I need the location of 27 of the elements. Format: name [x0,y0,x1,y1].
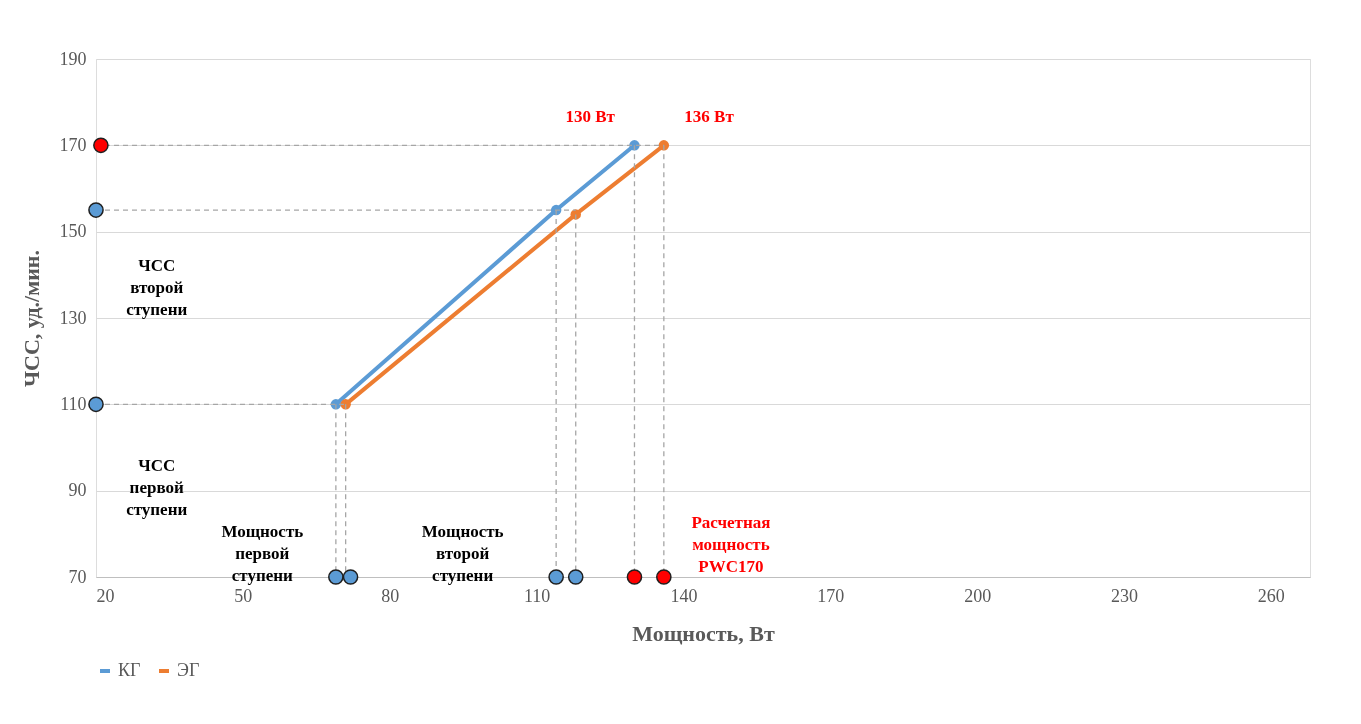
x-tick-label: 230 [1110,585,1138,606]
annotation: 130 Вт [565,107,616,127]
annotation: Мощность второй ступени [421,521,504,585]
x-axis-title: Мощность, Вт [632,620,775,646]
x-tick-label: 140 [670,585,698,606]
x-tick-label: 80 [381,585,400,606]
y-axis-title: ЧСС, уд./мин. [18,249,44,388]
x-tick-label: 170 [817,585,845,606]
x-tick-label: 200 [964,585,992,606]
annotation: Расчетная мощность PWC170 [691,512,771,576]
y-tick-label: 70 [68,566,87,587]
annotation: ЧСС первой ступени [126,455,188,519]
annotation: ЧСС второй ступени [126,256,188,320]
x-tick-label: 50 [234,585,253,606]
annotation: 136 Вт [684,107,735,127]
y-tick-label: 110 [60,393,87,414]
x-tick-label: 20 [96,585,115,606]
y-tick-label: 90 [68,480,87,501]
legend-label: ЭГ [177,660,200,680]
y-tick-label: 170 [59,134,87,155]
y-tick-label: 150 [59,221,87,242]
y-tick-label: 190 [59,48,87,69]
legend-label: КГ [118,660,141,680]
x-tick-label: 260 [1257,585,1285,606]
y-tick-label: 130 [59,307,87,328]
annotation: Мощность первой ступени [221,521,304,585]
x-tick-label: 110 [523,585,551,606]
